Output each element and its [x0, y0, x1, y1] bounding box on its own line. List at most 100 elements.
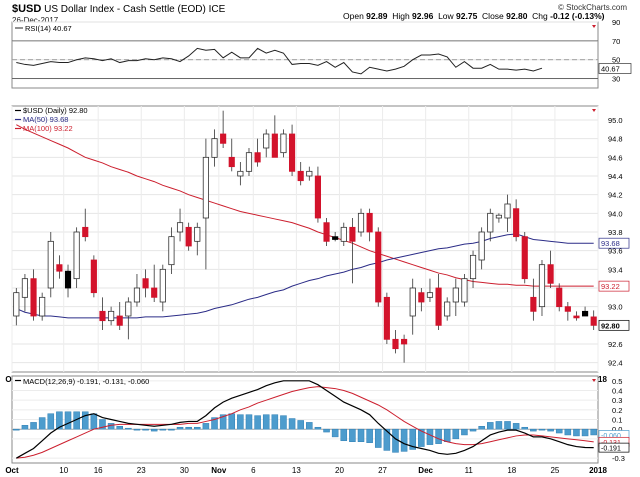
- macd-histogram-bar: [323, 428, 330, 433]
- change-label: Chg: [532, 11, 548, 21]
- price-last-label: 92.80: [601, 321, 620, 330]
- candle: [116, 315, 123, 326]
- candle: [547, 264, 554, 284]
- rsi-last-value-box: [598, 63, 632, 74]
- candle: [357, 212, 365, 233]
- macd-histogram-bar: [452, 428, 460, 440]
- price-tick-label: 93.0: [608, 303, 623, 312]
- price-last-label-box: [598, 280, 630, 292]
- macd-histogram-bar: [590, 428, 597, 436]
- macd-tick-label: 0.3: [612, 396, 622, 405]
- candle: [125, 301, 132, 317]
- macd-histogram-bar: [487, 422, 494, 430]
- candle: [349, 226, 356, 242]
- price-tick-label: 94.8: [608, 135, 623, 144]
- macd-histogram-bar: [99, 419, 106, 430]
- close-label: Close: [482, 11, 504, 21]
- high-value: 92.96: [412, 11, 434, 21]
- macd-histogram-bar: [340, 428, 348, 442]
- macd-x-tick-label: 23: [137, 466, 146, 475]
- macd-histogram-bar: [211, 417, 218, 430]
- candle: [21, 278, 28, 298]
- macd-histogram-bar: [21, 425, 29, 430]
- candle: [289, 133, 296, 172]
- price-tick-label: 94.6: [608, 153, 623, 162]
- price-collapse-icon: [592, 109, 596, 112]
- macd-histogram-bar: [168, 428, 175, 431]
- rsi-panel: [11, 21, 599, 89]
- candle: [392, 338, 399, 350]
- macd-histogram-bar: [366, 428, 373, 443]
- macd-histogram-bar: [13, 428, 20, 431]
- macd-x-tick-label: 6: [251, 466, 256, 475]
- macd-histogram-bar: [64, 411, 72, 430]
- candle: [254, 152, 261, 163]
- price-tick-label: 92.4: [608, 359, 623, 368]
- candle: [375, 231, 382, 303]
- macd-histogram-bar: [133, 428, 141, 431]
- macd-tick-label: 0.0: [612, 425, 622, 434]
- price-tick-label: 93.6: [608, 247, 623, 256]
- candle: [409, 287, 416, 317]
- macd-x-tick-label: 10: [59, 466, 68, 475]
- macd-histogram-bar: [202, 423, 210, 430]
- candle: [495, 214, 502, 219]
- macd-histogram-bar: [547, 428, 554, 432]
- macd-histogram-bar: [426, 428, 434, 445]
- macd-histogram-bar: [219, 414, 227, 430]
- candle: [366, 212, 373, 233]
- price-legend-entry: MA(50) 93.68: [23, 115, 68, 124]
- candle: [47, 240, 54, 289]
- macd-line: [16, 380, 594, 459]
- candle: [108, 310, 115, 322]
- macd-histogram-bar: [555, 428, 563, 434]
- macd-histogram-bar: [400, 428, 408, 452]
- macd-x-tick-label: 25: [550, 466, 559, 475]
- macd-histogram-bar: [56, 411, 63, 430]
- candle: [452, 287, 459, 303]
- candle: [444, 301, 451, 317]
- candle: [426, 292, 434, 298]
- candle: [556, 287, 563, 308]
- candle: [56, 264, 63, 272]
- macd-histogram-bar: [81, 411, 89, 430]
- candle: [521, 236, 528, 280]
- candle: [99, 310, 106, 322]
- candle: [513, 208, 520, 238]
- candle: [151, 287, 158, 298]
- candle: [332, 236, 339, 240]
- rsi-tick-label: 90: [612, 18, 620, 27]
- macd-histogram-bar: [374, 428, 382, 448]
- macd-histogram-bar: [495, 421, 503, 430]
- macd-histogram-bar: [349, 428, 356, 442]
- macd-histogram-bar: [30, 422, 37, 430]
- macd-histogram-bar: [314, 426, 322, 430]
- price-last-label: 93.68: [601, 239, 620, 248]
- candle: [220, 133, 227, 144]
- macd-histogram-bar: [512, 423, 520, 430]
- macd-histogram-bar: [409, 428, 416, 450]
- macd-histogram-bar: [392, 428, 399, 453]
- candle: [73, 231, 80, 280]
- macd-histogram-bar: [90, 413, 98, 430]
- macd-histogram-bar: [521, 426, 529, 430]
- price-tick-label: 93.4: [608, 265, 623, 274]
- macd-histogram-bar: [478, 426, 485, 430]
- macd-last-label: -0.191: [601, 446, 621, 453]
- rsi-line: [16, 47, 543, 75]
- macd-x-tick-label: 20: [335, 466, 344, 475]
- price-last-label-box: [598, 319, 630, 331]
- macd-tick-label: 0.2: [612, 406, 622, 415]
- macd-histogram-bar: [383, 428, 391, 451]
- macd-tick-label: 0.4: [612, 387, 622, 396]
- macd-histogram-bar: [306, 422, 313, 430]
- candle: [245, 152, 253, 172]
- macd-histogram-bar: [116, 426, 123, 430]
- close-value: 92.80: [506, 11, 528, 21]
- candle: [582, 310, 589, 317]
- candle: [340, 226, 347, 242]
- candle: [504, 203, 511, 219]
- candle: [185, 226, 192, 247]
- candle: [13, 292, 20, 317]
- candle: [30, 278, 37, 317]
